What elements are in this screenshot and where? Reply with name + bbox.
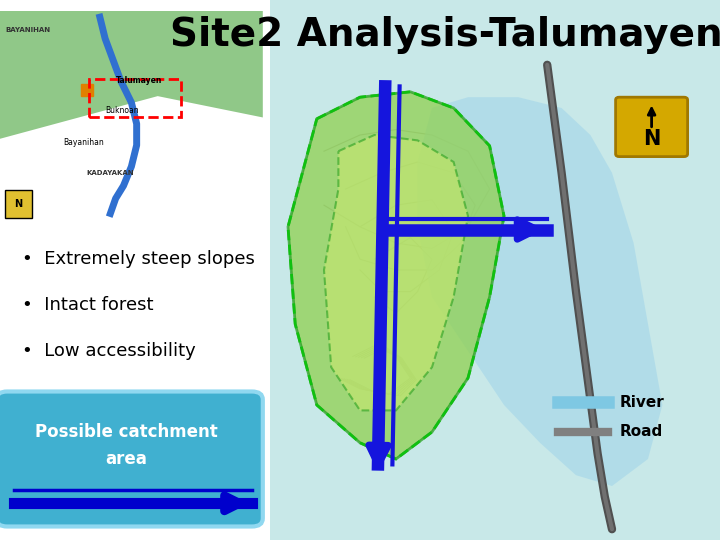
Text: River: River [619, 395, 664, 410]
Polygon shape [288, 92, 504, 459]
Text: Site2 Analysis-Talumayen: Site2 Analysis-Talumayen [170, 16, 720, 54]
Text: •  Low accessibility: • Low accessibility [22, 342, 195, 360]
FancyBboxPatch shape [616, 97, 688, 157]
FancyBboxPatch shape [0, 392, 263, 526]
Text: •  Extremely steep slopes: • Extremely steep slopes [22, 250, 254, 268]
FancyBboxPatch shape [270, 0, 720, 540]
Text: •  Intact forest: • Intact forest [22, 296, 153, 314]
Text: Road: Road [619, 424, 662, 440]
Polygon shape [418, 97, 662, 486]
Text: Possible catchment
area: Possible catchment area [35, 423, 217, 468]
Text: N: N [643, 129, 660, 150]
Polygon shape [324, 135, 468, 410]
